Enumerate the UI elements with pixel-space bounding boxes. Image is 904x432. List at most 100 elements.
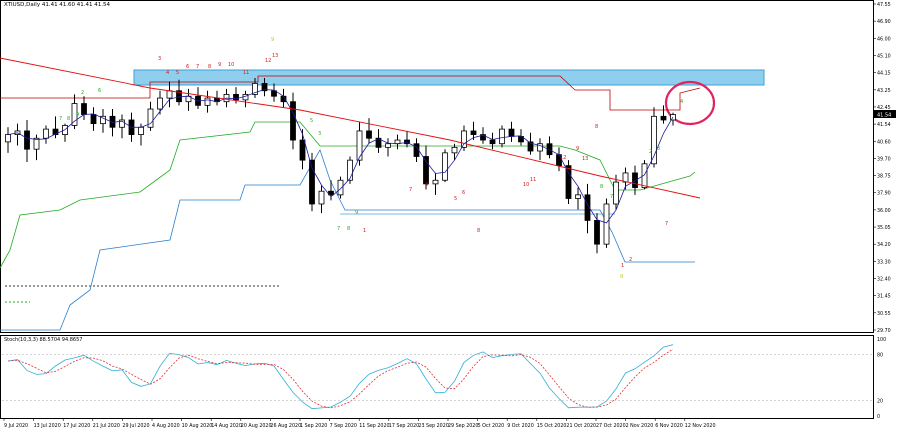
main-panel-header: XTIUSD,Daily 41.41 41.60 41.41 41.54	[4, 2, 111, 8]
td-count-green: 7	[337, 226, 340, 232]
td-count-red: 3	[158, 56, 161, 62]
td-count-red: 1	[621, 263, 624, 269]
candle-body	[356, 130, 363, 161]
ma-slow-line	[0, 57, 701, 199]
time-axis-label: 2 Nov 2020	[626, 423, 654, 429]
highlight-circle[interactable]	[664, 80, 716, 126]
td-count-yellow: 9	[271, 37, 274, 43]
price-scale-label: 35.05	[877, 225, 891, 231]
stoch-panel-frame	[0, 335, 874, 419]
candle-body	[157, 97, 163, 110]
price-scale-label: 41.54	[877, 122, 891, 128]
td-count-red: 5	[454, 196, 457, 202]
candle-body	[423, 156, 429, 185]
candle-body	[489, 139, 496, 145]
candle-body	[24, 130, 30, 150]
candle-body	[176, 90, 182, 103]
td-count-red: 8	[208, 64, 211, 70]
candle-body	[518, 136, 524, 143]
td-count-green: 9	[355, 210, 358, 216]
price-scale-label: 31.45	[877, 294, 891, 300]
candle-body	[442, 152, 448, 181]
candle-body	[71, 103, 78, 126]
td-count-red: 10	[228, 62, 234, 68]
candle-body	[166, 90, 173, 99]
candle-body	[461, 130, 467, 148]
td-count-green: 6	[98, 88, 101, 94]
upper-channel-line	[0, 75, 701, 111]
time-axis-label: 9 Jul 2020	[4, 423, 28, 429]
price-scale-label: 42.45	[877, 105, 891, 111]
candle-body	[204, 97, 211, 106]
candle-body	[271, 90, 277, 97]
td-count-red: 5	[176, 70, 179, 76]
price-scale-label: 34.20	[877, 242, 891, 248]
candle-body	[233, 94, 239, 101]
time-axis-label: 5 Oct 2020	[478, 423, 505, 429]
ma-fast-line	[7, 89, 674, 224]
price-scale-label: 46.90	[877, 19, 891, 25]
candle-body	[337, 179, 344, 196]
price-scale-label: 33.30	[877, 259, 891, 265]
main-panel-frame	[0, 0, 874, 333]
candle-body	[651, 115, 657, 165]
time-axis-label: 11 Sep 2020	[359, 423, 389, 429]
stoch-scale-label: 0	[877, 414, 880, 420]
candle-body	[375, 137, 382, 148]
time-axis-label: 14 Aug 2020	[211, 423, 242, 429]
td-count-green: 7	[610, 194, 613, 200]
candle-body	[43, 128, 49, 139]
td-count-red: 2	[629, 257, 632, 263]
stoch-scale-label: 20	[877, 399, 883, 405]
price-scale-label: 36.00	[877, 208, 891, 214]
td-count-red: 7	[196, 64, 199, 70]
time-axis-label: 20 Aug 2020	[241, 423, 272, 429]
candle-body	[366, 130, 372, 139]
td-count-yellow: 9	[620, 274, 623, 280]
candle-body	[33, 137, 40, 150]
price-scale-label: 39.70	[877, 156, 891, 162]
time-axis-label: 21 Oct 2020	[566, 423, 596, 429]
candle-body	[432, 179, 439, 185]
candle-body	[404, 139, 410, 145]
td-count-green: 3	[657, 146, 660, 152]
time-axis-label: 21 Jul 2020	[93, 423, 120, 429]
time-axis-label: 9 Oct 2020	[507, 423, 534, 429]
price-scale-label: 40.60	[877, 139, 891, 145]
candle-body	[318, 190, 325, 205]
price-scale-label: 32.40	[877, 277, 891, 283]
td-count-red: 7	[409, 187, 412, 193]
candle-body	[641, 163, 648, 188]
candle-body	[470, 130, 477, 135]
stoch-k-line	[7, 344, 674, 410]
candle-body	[290, 101, 296, 141]
resistance-zone[interactable]	[133, 69, 765, 86]
td-count-green: 7	[59, 116, 62, 122]
candle-body	[309, 159, 315, 205]
td-count-red: 6	[186, 64, 189, 70]
candle-body	[385, 143, 391, 148]
td-count-green: 4	[680, 99, 683, 105]
current-price-badge	[874, 110, 896, 118]
candle-body	[90, 114, 97, 125]
price-scale-label: 38.75	[877, 174, 891, 180]
stoch-panel-header: Stoch(10,3,3) 88.5704 94.8657	[4, 337, 82, 343]
candle-body	[565, 165, 572, 199]
stoch-scale-label: 80	[877, 352, 883, 358]
time-axis-label: 23 Sep 2020	[418, 423, 448, 429]
candle-body	[81, 103, 87, 115]
price-scale-label: 30.55	[877, 311, 891, 317]
td-count-red: 13	[582, 156, 588, 162]
td-count-green: 5	[310, 118, 313, 124]
price-scale-label: 46.00	[877, 36, 891, 42]
td-count-red: 6	[462, 190, 465, 196]
stoch-scale-label: 100	[877, 337, 886, 343]
td-count-red: 4	[425, 182, 428, 188]
candle-body	[299, 139, 306, 161]
candle-body	[347, 159, 353, 181]
time-axis-label: 29 Jul 2020	[122, 423, 149, 429]
td-count-red: 12	[265, 58, 271, 64]
td-count-red: 1	[363, 228, 366, 234]
